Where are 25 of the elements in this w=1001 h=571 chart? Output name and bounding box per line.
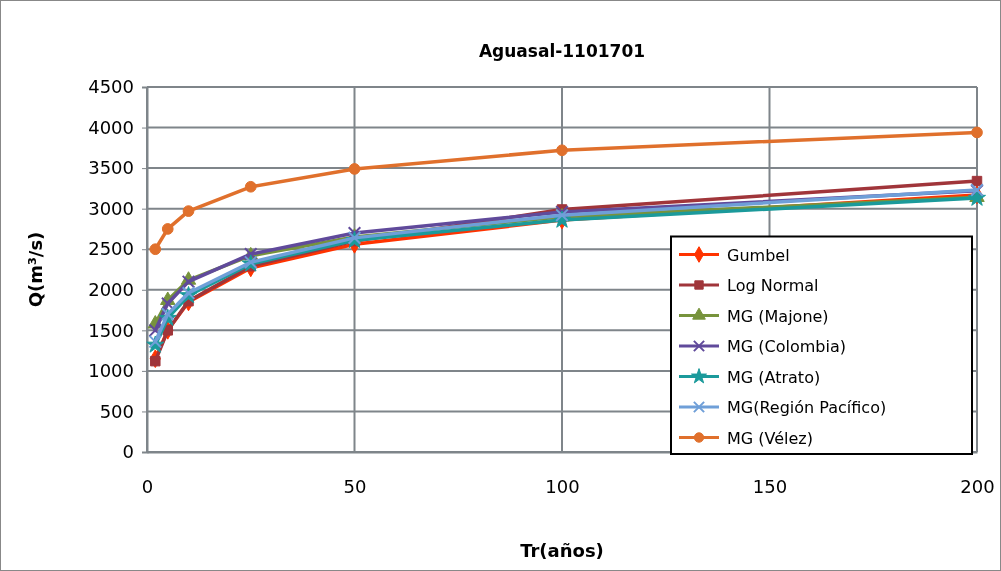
legend-label: MG (Colombia) bbox=[727, 337, 846, 356]
y-tick-label: 2000 bbox=[88, 279, 134, 301]
legend-label: MG(Región Pacífico) bbox=[727, 398, 887, 417]
x-tick-label: 100 bbox=[545, 475, 580, 497]
chart-title: Aguasal-1101701 bbox=[478, 41, 646, 61]
y-tick-label: 4500 bbox=[88, 76, 134, 98]
y-tick-label: 0 bbox=[122, 441, 134, 463]
y-tick-label: 4000 bbox=[88, 116, 134, 138]
y-tick-label: 1500 bbox=[88, 319, 134, 341]
legend-label: MG (Vélez) bbox=[727, 428, 814, 448]
y-tick-label: 3500 bbox=[88, 157, 134, 179]
x-tick-label: 150 bbox=[752, 475, 788, 497]
y-tick-label: 3000 bbox=[88, 197, 134, 219]
y-tick-label: 500 bbox=[99, 400, 134, 422]
y-tick-label: 1000 bbox=[88, 360, 134, 382]
y-tick-label: 2500 bbox=[88, 238, 134, 260]
legend-label: Log Normal bbox=[727, 276, 819, 295]
legend-label: MG (Majone) bbox=[727, 306, 829, 326]
x-tick-label: 200 bbox=[960, 475, 995, 497]
legend-label: MG (Atrato) bbox=[727, 367, 821, 387]
x-axis-title: Tr(años) bbox=[520, 540, 604, 561]
x-tick-label: 0 bbox=[141, 475, 154, 497]
x-tick-label: 50 bbox=[343, 475, 367, 497]
legend-label: Gumbel bbox=[727, 245, 790, 265]
y-axis-title: Q(m³/s) bbox=[25, 231, 46, 308]
